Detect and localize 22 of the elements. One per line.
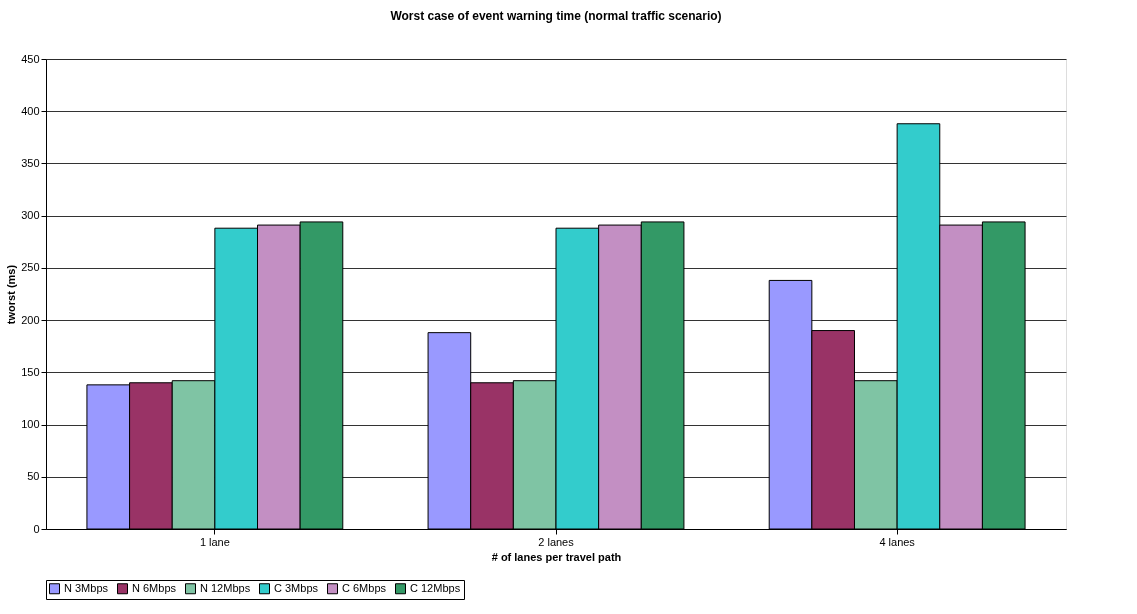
legend-label: C 12Mbps [410,581,461,594]
y-tick-label: 100 [21,418,40,431]
y-tick-label: 0 [33,522,40,535]
x-tick-label: 1 lane [199,535,230,548]
legend-label: N 12Mbps [200,581,251,594]
y-tick-label: 250 [21,261,40,274]
y-axis-title: tworst (ms) [5,264,18,325]
y-tick-label: 300 [21,209,40,222]
x-tick-label: 4 lanes [879,535,916,548]
y-tick-label: 200 [21,313,40,326]
legend-label: N 6Mbps [132,581,177,594]
legend-label: C 3Mbps [274,581,319,594]
y-tick-label: 400 [21,104,40,117]
x-tick-label: 2 lanes [538,535,575,548]
legend-label: C 6Mbps [342,581,387,594]
x-axis-title: # of lanes per travel path [491,550,622,563]
y-tick-label: 350 [21,156,40,169]
chart-title: Worst case of event warning time (normal traffic scenario) [390,9,722,23]
y-tick-label: 50 [27,470,40,483]
y-tick-label: 150 [21,365,40,378]
legend-label: N 3Mbps [64,581,109,594]
y-tick-label: 450 [21,52,40,65]
